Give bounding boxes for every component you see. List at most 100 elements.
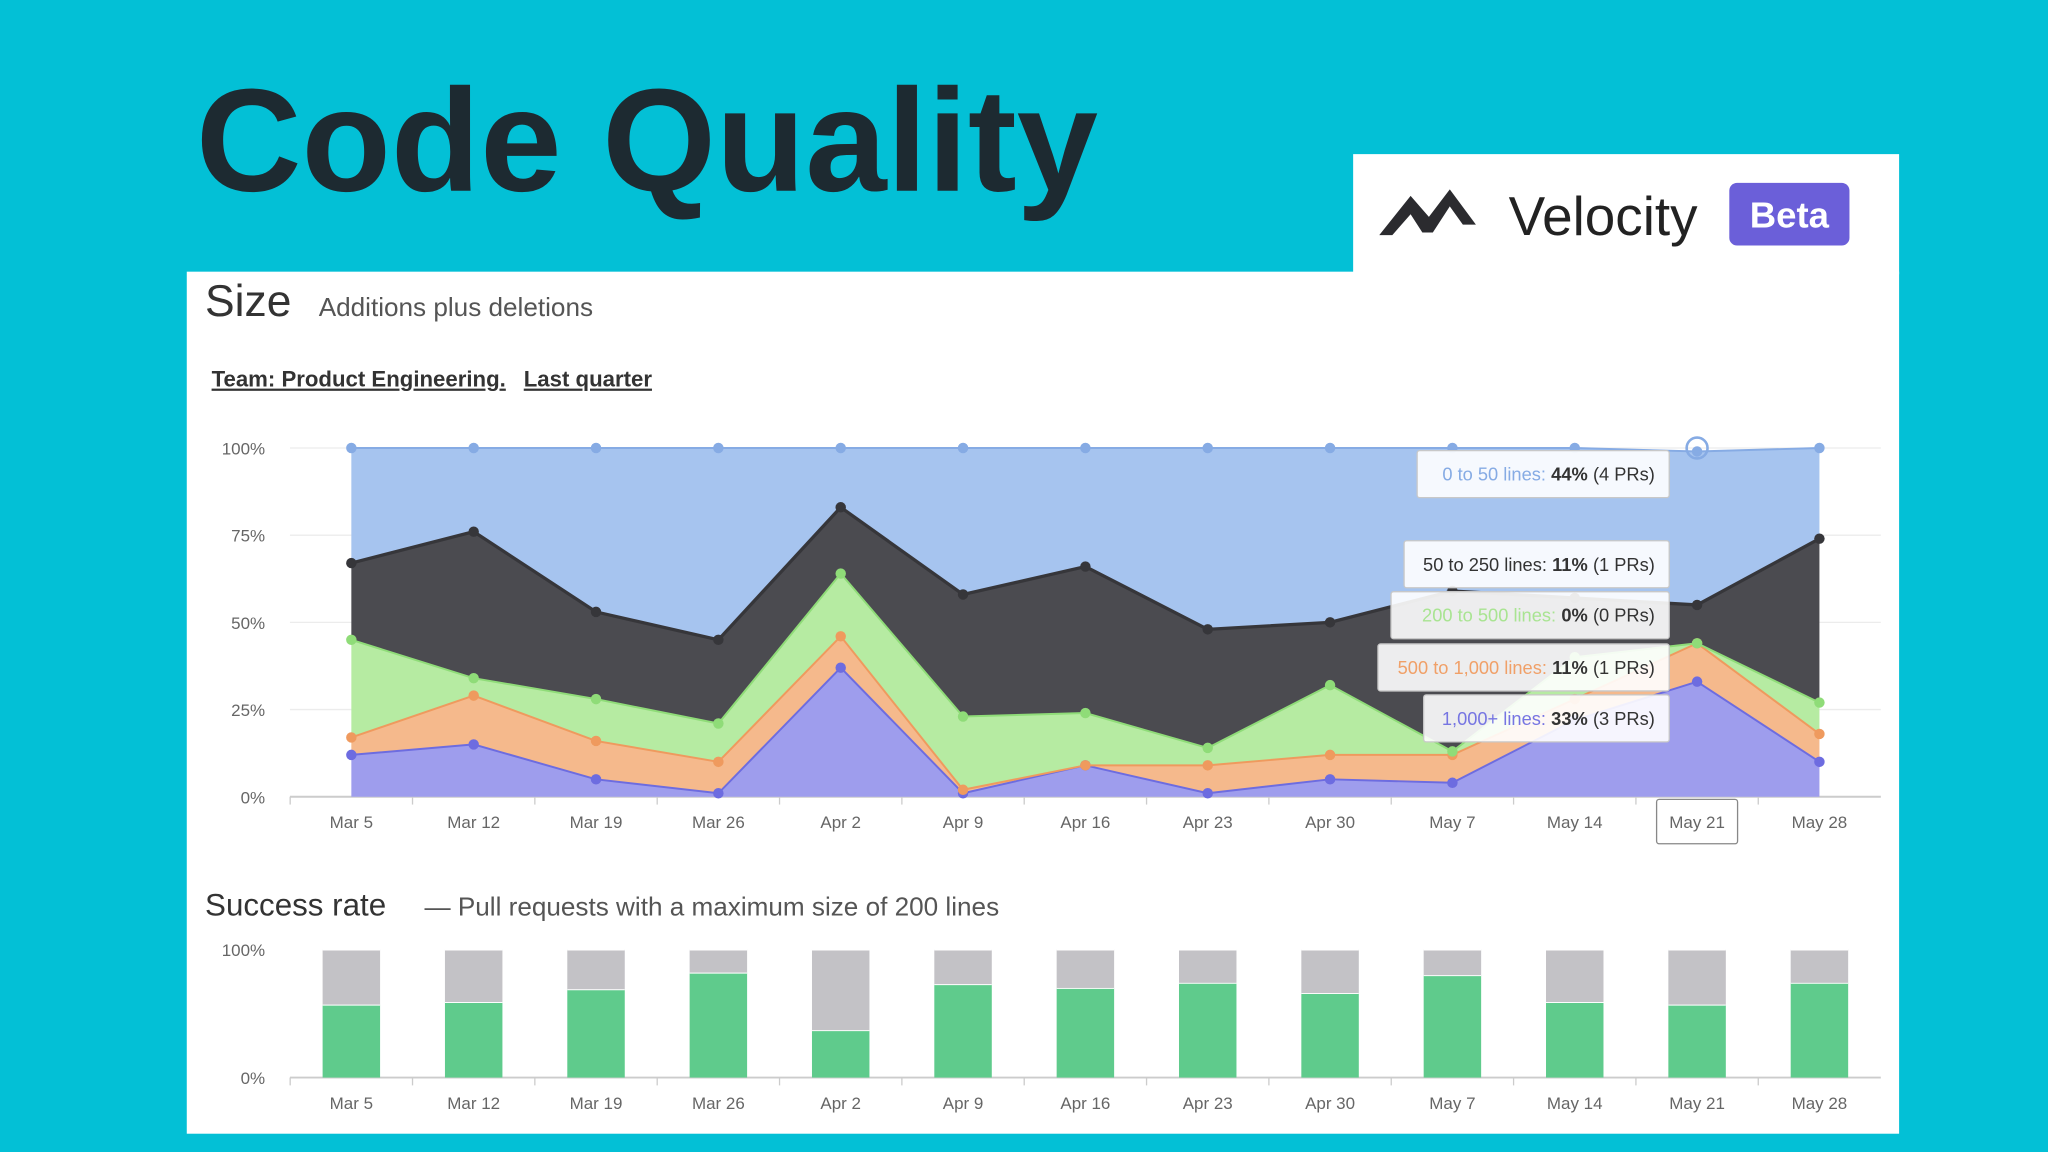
point xyxy=(1814,442,1825,454)
y-tick-label: 25% xyxy=(231,701,265,720)
point xyxy=(1324,749,1336,761)
bar xyxy=(322,1004,381,1078)
bar xyxy=(811,1030,870,1078)
point xyxy=(835,442,846,454)
tooltip-box xyxy=(1423,694,1670,743)
point xyxy=(346,732,357,743)
point xyxy=(713,788,724,799)
y-tick-label: 100% xyxy=(222,440,265,459)
y-tick-label: 0% xyxy=(241,788,266,807)
x-tick-label: Apr 16 xyxy=(1060,813,1110,832)
point xyxy=(1324,774,1336,785)
filter[interactable]: Team: Product Engineering. xyxy=(212,367,506,392)
bar xyxy=(1178,949,1237,983)
x-tick-label: Mar 19 xyxy=(570,1094,623,1113)
x-tick-label: May 28 xyxy=(1792,1094,1848,1113)
bar xyxy=(1668,949,1726,1005)
bar xyxy=(1546,1002,1604,1078)
point xyxy=(1324,442,1336,454)
highlight-ring xyxy=(1685,436,1709,460)
point xyxy=(468,526,479,537)
point xyxy=(468,442,479,454)
tooltip-count: (4 PRs) xyxy=(1593,464,1655,485)
bar xyxy=(934,949,992,985)
point xyxy=(835,631,846,642)
tooltip-box xyxy=(1403,540,1670,589)
x-tick-label: Apr 9 xyxy=(943,813,984,832)
bar xyxy=(689,949,748,973)
x-tick-label: May 21 xyxy=(1669,813,1725,832)
point xyxy=(1691,676,1703,687)
tooltip-value: 33% xyxy=(1551,708,1588,729)
bar xyxy=(444,1002,503,1078)
x-tick-label: Apr 2 xyxy=(820,1094,861,1113)
bar xyxy=(1178,982,1237,1078)
y-tick-label: 50% xyxy=(231,614,265,633)
point xyxy=(1691,599,1703,611)
point xyxy=(346,634,357,646)
bar xyxy=(567,949,625,990)
x-tick-label: Apr 23 xyxy=(1183,813,1233,832)
bar xyxy=(1056,949,1115,988)
x-tick-label: Apr 16 xyxy=(1060,1094,1110,1113)
point xyxy=(468,672,479,684)
point xyxy=(346,557,357,569)
tooltip-box xyxy=(1416,449,1670,499)
x-tick-label: Apr 2 xyxy=(820,813,861,832)
tooltip-label: 200 to 500 lines: xyxy=(1422,605,1556,626)
x-tick-label: May 21 xyxy=(1669,1094,1725,1113)
point xyxy=(835,502,846,513)
point xyxy=(1202,760,1213,771)
point xyxy=(957,589,969,600)
chart-title: Size xyxy=(205,277,291,326)
point xyxy=(957,442,969,454)
point xyxy=(1447,777,1458,789)
point xyxy=(590,774,602,785)
area xyxy=(351,573,1820,790)
point xyxy=(1814,697,1825,708)
x-tick-label: Mar 5 xyxy=(330,1094,373,1113)
point xyxy=(1080,561,1091,572)
point xyxy=(835,662,846,673)
point xyxy=(590,606,602,618)
tooltip-label: 50 to 250 lines: xyxy=(1423,554,1547,575)
point xyxy=(468,690,479,701)
x-tick-label: May 14 xyxy=(1547,1094,1603,1113)
bar xyxy=(811,949,870,1031)
bar xyxy=(1790,982,1849,1078)
x-tick-label: Mar 12 xyxy=(447,813,500,832)
tooltip-label: 1,000+ lines: xyxy=(1442,708,1546,729)
x-tick-label: Mar 12 xyxy=(447,1094,500,1113)
x-tick-label: Mar 26 xyxy=(692,1094,745,1113)
point xyxy=(468,739,479,750)
bar xyxy=(1423,949,1482,976)
point xyxy=(1080,760,1091,771)
x-tick-label: May 7 xyxy=(1429,1094,1475,1113)
point xyxy=(590,693,602,705)
filter[interactable]: Last quarter xyxy=(524,367,653,392)
badge-text: Beta xyxy=(1750,194,1830,235)
point xyxy=(1202,624,1213,635)
point xyxy=(1447,746,1458,757)
x-tick-label: Apr 23 xyxy=(1183,1094,1233,1113)
point xyxy=(1202,442,1213,454)
y-tick-label: 100% xyxy=(222,941,265,960)
point xyxy=(590,442,602,454)
x-tick-label: Mar 5 xyxy=(330,813,373,832)
bar xyxy=(567,989,625,1078)
point xyxy=(713,442,724,454)
x-tick-label: Apr 30 xyxy=(1305,1094,1355,1113)
x-tick-label: Mar 19 xyxy=(570,813,623,832)
chart-subtitle: — Pull requests with a maximum size of 2… xyxy=(424,892,999,922)
tooltip-count: (0 PRs) xyxy=(1593,605,1655,626)
point xyxy=(713,756,724,768)
badge xyxy=(1729,182,1850,246)
chart-title: Success rate xyxy=(205,888,386,923)
x-tick-label: Apr 30 xyxy=(1305,813,1355,832)
chart-subtitle: Additions plus deletions xyxy=(319,292,593,322)
tooltip-count: (3 PRs) xyxy=(1593,708,1655,729)
point xyxy=(1814,533,1825,544)
point xyxy=(346,442,357,454)
bar xyxy=(1423,975,1482,1078)
